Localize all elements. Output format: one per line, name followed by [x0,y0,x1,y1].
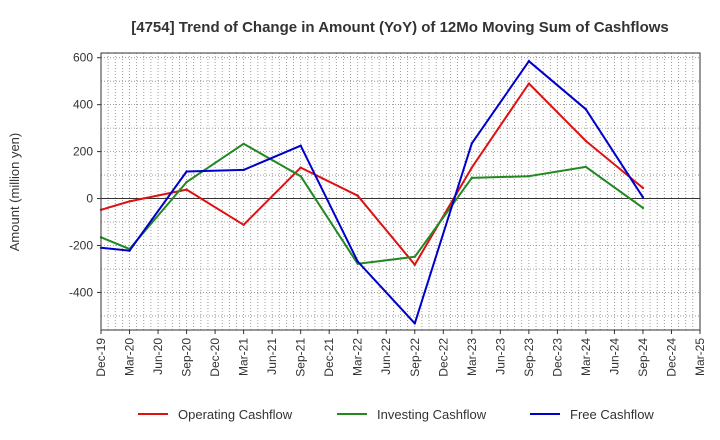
data-point [413,255,416,258]
data-point [413,263,416,266]
x-tick-label: Sep-20 [180,338,194,377]
x-tick-label: Sep-21 [294,338,308,377]
data-point [470,176,474,180]
x-tick-label: Sep-22 [408,338,422,377]
data-point [413,322,416,325]
legend-label-1: Operating Cashflow [178,407,293,422]
y-tick-label: 600 [73,51,93,65]
x-tick-label: Mar-20 [123,338,137,376]
x-tick-label: Mar-24 [579,338,593,376]
x-tick-label: Dec-20 [208,338,222,377]
data-point [128,249,131,252]
x-tick-label: Jun-20 [151,338,165,375]
data-point [584,165,588,169]
data-point [242,168,245,172]
y-tick-label: 0 [86,192,93,206]
x-tick-label: Jun-21 [265,338,279,375]
data-point [356,194,359,197]
legend-label-3: Free Cashflow [570,407,654,422]
chart-title: [4754] Trend of Change in Amount (YoY) o… [131,19,669,36]
data-point [641,186,645,190]
data-point [242,223,245,227]
data-point [584,139,588,143]
x-tick-label: Dec-21 [322,338,336,377]
x-tick-label: Mar-25 [693,338,707,376]
y-tick-label: 200 [73,145,93,159]
data-point [527,82,531,85]
data-point [641,206,645,210]
y-tick-label: 400 [73,98,93,112]
axes: 600 400 200 0 -200 -400 Dec-19 Mar-20 Jun-20 Sep-… [69,51,707,377]
series-lines [99,60,645,325]
legend-label-2: Investing Cashflow [377,407,487,422]
x-tick-label: Sep-23 [522,338,536,377]
x-tick-label: Jun-23 [493,338,507,375]
x-tick-label: Jun-24 [607,338,621,375]
data-point [299,144,302,147]
data-point [356,260,359,263]
x-tick-label: Dec-22 [436,338,450,377]
y-tick-label: -200 [69,238,93,252]
data-point [527,60,531,63]
x-tick-label: Mar-22 [351,338,365,376]
data-point [527,175,531,178]
data-point [185,170,188,173]
x-tick-label: Mar-23 [465,338,479,376]
data-point [470,166,474,169]
legend: Operating Cashflow Investing Cashflow Free… [138,407,654,422]
x-tick-label: Sep-24 [636,338,650,377]
data-point [299,175,302,178]
data-point [242,142,245,146]
x-tick-label: Dec-19 [94,338,108,377]
x-tick-label: Mar-21 [237,338,251,376]
y-tick-label: -400 [69,285,93,299]
grid [101,53,700,330]
x-tick-label: Dec-24 [664,338,678,377]
data-point [185,188,188,191]
data-point [470,142,474,145]
x-tick-label: Dec-23 [550,338,564,377]
data-point [641,196,645,199]
data-point [584,108,588,111]
data-point [185,180,188,184]
y-axis-label: Amount (million yen) [7,133,22,252]
data-point [128,200,131,203]
plot-frame [100,52,701,331]
x-tick-label: Jun-22 [379,338,393,375]
data-point [299,166,302,169]
